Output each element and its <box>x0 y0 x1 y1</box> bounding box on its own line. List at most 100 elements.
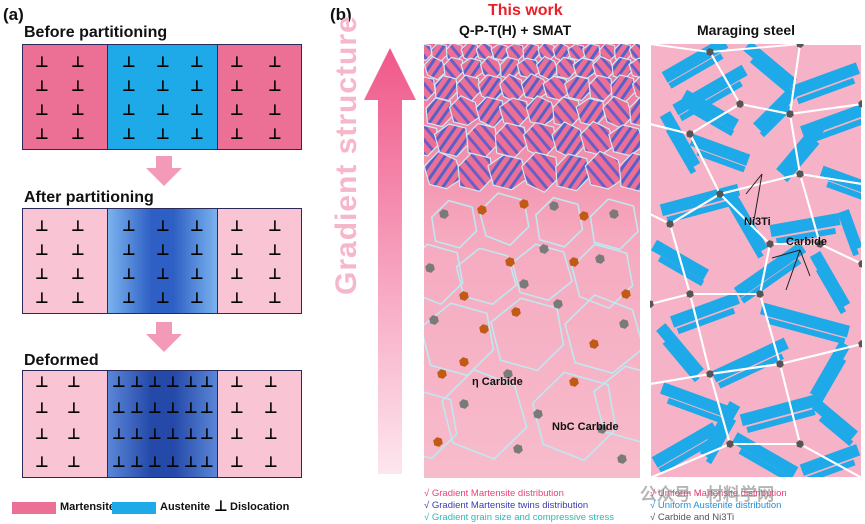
grain-boundaries <box>650 44 862 478</box>
austenite-lath <box>658 438 714 474</box>
austenite-lath <box>815 357 847 405</box>
legend-martensite-swatch <box>12 502 56 514</box>
dislocation-icon: ⊥ <box>122 265 136 283</box>
dislocation-icon: ⊥ <box>35 289 49 307</box>
grain-boundary <box>589 198 639 251</box>
gradient-arrow-icon <box>364 48 416 474</box>
martensite-austenite-blocks <box>651 44 862 478</box>
austenite-lath <box>739 393 821 427</box>
dislocation-icon: ⊥ <box>67 425 81 443</box>
austenite-region: ⊥ ⊥ ⊥ ⊥ ⊥ ⊥ ⊥ ⊥ ⊥ ⊥ ⊥ ⊥ <box>107 45 217 149</box>
dislocation-icon: ⊥ <box>71 77 85 95</box>
twinned-grain <box>628 44 640 63</box>
dislocation-icon: ⊥ <box>122 125 136 143</box>
eta-carbide-particle <box>597 424 607 434</box>
dislocation-icon: ⊥ <box>122 217 136 235</box>
eta-carbide-particle <box>459 399 469 409</box>
nbc-carbide-particle <box>433 437 443 447</box>
dislocation-icon: ⊥ <box>190 289 204 307</box>
dislocation-icon: ⊥ <box>35 265 49 283</box>
eta-carbide-particle <box>533 409 543 419</box>
dislocation-icon: ⊥ <box>148 425 162 443</box>
austenite-lath <box>659 111 701 169</box>
carbide-particle <box>666 220 674 228</box>
austenite-lath <box>657 255 705 287</box>
austenite-lath <box>775 227 837 245</box>
box-deformed: ⊥ ⊥ ⊥ ⊥ ⊥ ⊥ ⊥ ⊥ ⊥ ⊥ ⊥ ⊥ ⊥ ⊥ ⊥ ⊥ ⊥ ⊥ ⊥ ⊥ ⊥ ⊥ ⊥ ⊥ ⊥ ⊥ ⊥ ⊥ ⊥ ⊥ ⊥ ⊥ ⊥ ⊥ ⊥ ⊥ ⊥ ⊥… <box>22 370 302 478</box>
dislocation-icon: ⊥ <box>71 289 85 307</box>
carbide-particle <box>716 190 724 198</box>
eta-carbide-particle <box>425 263 435 273</box>
carbide-particle <box>796 44 804 48</box>
dislocation-icon: ⊥ <box>130 373 144 391</box>
dislocation-icon: ⊥ <box>71 217 85 235</box>
right-panel-title: Maraging steel <box>697 22 796 38</box>
dislocation-icon: ⊥ <box>184 399 198 417</box>
dislocation-icon: ⊥ <box>35 425 49 443</box>
martensite-region: ⊥ ⊥ ⊥ ⊥ ⊥ ⊥ ⊥ ⊥ <box>217 45 301 149</box>
dislocation-icon: ⊥ <box>148 453 162 471</box>
carbide-particle <box>858 340 862 348</box>
carbide-particle <box>736 100 744 108</box>
austenite-lath <box>843 225 859 257</box>
nbc-carbide-particle <box>459 357 469 367</box>
dislocation-icon: ⊥ <box>35 241 49 259</box>
panel-b-label: (b) <box>330 5 352 24</box>
twinned-grain <box>582 44 601 62</box>
austenite-lath <box>811 399 859 441</box>
dislocation-icon: ⊥ <box>130 425 144 443</box>
austenite-lath <box>666 397 726 425</box>
grain-boundary <box>535 196 584 248</box>
twinned-grain <box>424 55 447 81</box>
austenite-lath <box>769 213 841 237</box>
dislocation-icon: ⊥ <box>200 425 214 443</box>
fine-twinned-grains <box>424 44 640 194</box>
panel-a-label: (a) <box>3 5 24 24</box>
eta-carbide-particle <box>503 369 513 379</box>
dislocation-icon: ⊥ <box>264 399 278 417</box>
this-work-label: This work <box>488 2 563 19</box>
dislocation-icon: ⊥ <box>264 373 278 391</box>
austenite-lath <box>681 89 739 131</box>
carbide-particle <box>776 360 784 368</box>
austenite-lath <box>806 117 862 145</box>
grain-boundary <box>455 247 518 306</box>
austenite-lath <box>749 57 793 95</box>
eta-carbide-annotation: η Carbide <box>472 376 523 388</box>
dislocation-icon: ⊥ <box>230 125 244 143</box>
austenite-lath <box>733 242 807 298</box>
twinned-grain <box>457 152 494 192</box>
dislocation-icon: ⊥ <box>35 125 49 143</box>
carbide-particle <box>796 170 804 178</box>
dislocation-icon: ⊥ <box>190 217 204 235</box>
right-bullet-1: √ Uniform Martensite distribution <box>650 488 787 499</box>
dislocation-icon: ⊥ <box>112 453 126 471</box>
carbide-particle <box>766 240 774 248</box>
dislocation-icon: ⊥ <box>122 241 136 259</box>
dislocation-icon: ⊥ <box>230 241 244 259</box>
left-bullet-3: √ Gradient grain size and compressive st… <box>424 512 615 523</box>
dislocation-icon: ⊥ <box>230 217 244 235</box>
austenite-lath <box>689 134 751 166</box>
carbide-particle <box>756 290 764 298</box>
dislocation-icon: ⊥ <box>190 265 204 283</box>
dislocation-icon: ⊥ <box>166 425 180 443</box>
dislocation-icon: ⊥ <box>35 217 49 235</box>
austenite-lath <box>738 448 794 478</box>
dislocation-icon: ⊥ <box>122 289 136 307</box>
grain-boundary <box>441 368 528 460</box>
austenite-lath <box>759 302 851 338</box>
left-bullet-2: √ Gradient Martensite twins distribution <box>424 500 589 511</box>
dislocation-icon: ⊥ <box>112 425 126 443</box>
austenite-lath <box>705 417 737 465</box>
dislocation-icon: ⊥ <box>166 453 180 471</box>
dislocation-icon: ⊥ <box>268 289 282 307</box>
nbc-carbide-particle <box>477 205 487 215</box>
dislocation-icon: ⊥ <box>190 125 204 143</box>
nbc-carbide-particle <box>569 257 579 267</box>
dislocation-icon: ⊥ <box>35 373 49 391</box>
twinned-grain <box>588 74 614 102</box>
austenite-lath <box>819 165 862 195</box>
twinned-grain <box>424 124 440 157</box>
nbc-carbide-particle <box>589 339 599 349</box>
